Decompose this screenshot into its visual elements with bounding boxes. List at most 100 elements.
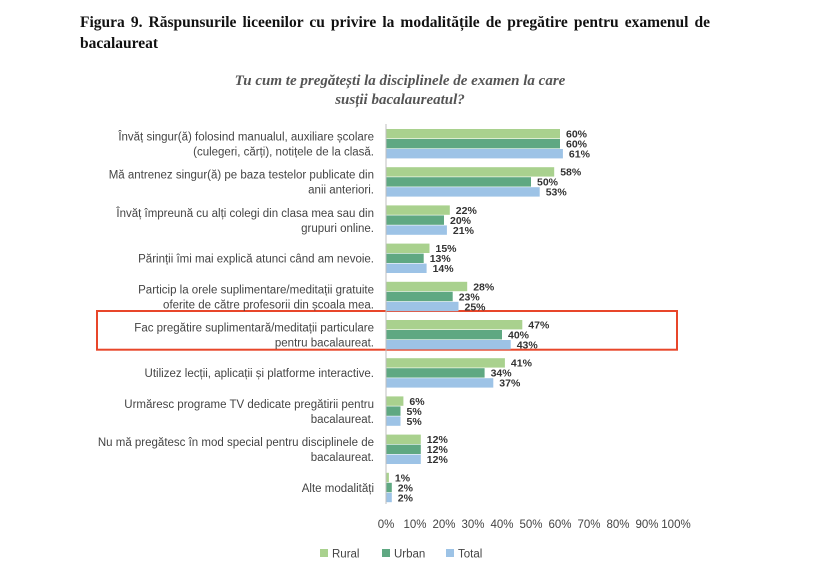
legend-swatch-total [446,549,454,557]
bar-rural [386,472,389,483]
bar-urban [386,291,453,302]
bar-rural [386,129,560,139]
category-label: pentru bacalaureat. [275,338,374,350]
data-label: 2% [398,492,414,504]
bar-total [386,492,392,503]
data-label: 34% [491,368,513,380]
data-label: 25% [465,301,487,313]
data-label: 12% [427,454,449,466]
bar-rural [386,167,555,177]
category-label: Urmăresc programe TV dedicate pregătirii… [124,399,374,411]
figure-caption-text: Răspunsurile liceenilor cu privire la mo… [80,14,710,52]
bar-total [386,225,447,235]
category-label: Învăț singur(ă) folosind manualul, auxil… [117,131,374,144]
chart-title-line-2: susții bacalaureatul? [335,92,465,108]
legend-label: Total [458,549,482,561]
x-tick-label: 60% [548,519,571,531]
category-label: grupuri online. [301,223,374,235]
bar-rural [386,281,468,292]
category-label: Părinții îmi mai explică atunci când am … [138,254,374,266]
bar-total [386,263,427,273]
data-label: 15% [436,243,458,255]
x-tick-label: 0% [378,519,395,531]
figure-number: Figura 9. [80,14,143,31]
chart-title: Tu cum te pregătești la disciplinele de … [150,72,650,110]
data-label: 43% [517,340,539,352]
bar-urban [386,482,392,493]
data-label: 2% [398,482,414,494]
data-label: 60% [566,139,588,151]
data-label: 20% [450,215,472,227]
category-label: Mă antrenez singur(ă) pe baza testelor p… [109,170,374,182]
data-label: 14% [433,263,455,275]
bar-urban [386,444,421,454]
data-label: 12% [427,444,449,456]
bar-rural [386,320,523,330]
chart-title-line-1: Tu cum te pregătești la disciplinele de … [234,73,566,89]
bar-urban [386,368,485,378]
x-tick-label: 10% [403,519,426,531]
bar-urban [386,215,444,225]
bar-total [386,378,494,388]
data-label: 5% [407,416,423,428]
category-label: bacalaureat. [311,414,374,426]
legend-swatch-rural [320,549,328,557]
x-tick-label: 30% [461,519,484,531]
legend-swatch-urban [382,549,390,557]
data-label: 6% [409,396,425,408]
x-tick-label: 20% [432,519,455,531]
category-label: Alte modalități [302,483,374,495]
x-tick-label: 90% [635,519,658,531]
legend-label: Urban [394,549,425,561]
data-label: 1% [395,472,411,484]
bar-total [386,301,459,312]
data-label: 37% [499,378,521,390]
x-tick-label: 70% [577,519,600,531]
bar-urban [386,177,531,187]
data-label: 60% [566,129,588,141]
category-label: Nu mă pregătesc în mod special pentru di… [98,437,374,449]
category-label: Învăț împreună cu alți colegi din clasa … [115,207,374,220]
bar-rural [386,358,505,368]
figure-caption: Figura 9. Răspunsurile liceenilor cu pri… [80,12,710,54]
bar-total [386,340,511,350]
category-label: Particip la orele suplimentare/meditații… [138,284,374,296]
x-tick-label: 100% [661,519,690,531]
bar-total [386,454,421,464]
bar-rural [386,396,404,406]
data-label: 58% [560,167,582,179]
data-label: 12% [427,434,449,446]
category-label: bacalaureat. [311,452,374,464]
bar-total [386,149,563,159]
category-label: Utilizez lecții, aplicații și platforme … [145,368,374,380]
data-label: 5% [407,406,423,418]
data-label: 47% [528,320,550,332]
bar-urban [386,139,560,149]
bar-total [386,187,540,197]
bar-urban [386,253,424,263]
data-label: 22% [456,205,478,217]
data-label: 53% [546,187,568,199]
bar-rural [386,434,421,444]
bar-total [386,416,401,426]
legend-label: Rural [332,549,359,561]
bar-rural [386,205,450,215]
data-label: 41% [511,358,533,370]
data-label: 21% [453,225,475,237]
bar-rural [386,243,430,253]
bar-urban [386,330,502,340]
x-tick-label: 80% [606,519,629,531]
x-tick-label: 40% [490,519,513,531]
bar-urban [386,406,401,416]
data-label: 40% [508,330,530,342]
category-label: Fac pregătire suplimentară/meditații par… [134,323,374,335]
data-label: 23% [459,291,481,303]
x-tick-label: 50% [519,519,542,531]
data-label: 28% [473,281,495,293]
data-label: 50% [537,177,559,189]
category-label: anii anteriori. [308,185,374,197]
category-label: oferite de către profesorii din școala m… [163,299,374,311]
data-label: 61% [569,149,591,161]
data-label: 13% [430,253,452,265]
